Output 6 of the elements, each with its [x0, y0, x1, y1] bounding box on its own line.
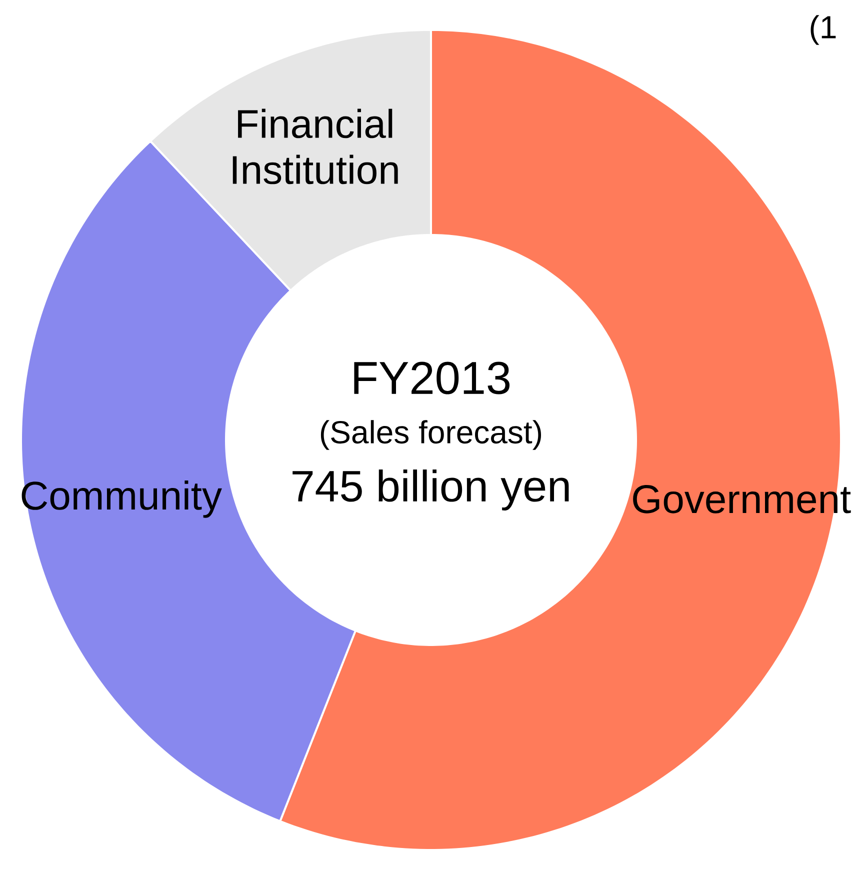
slice-label: Financial Institution — [232, 108, 398, 184]
text: (Sales forecast) — [320, 420, 542, 450]
text: 745 billion yen — [292, 469, 569, 510]
text: FY2013 — [354, 362, 510, 394]
slice-label: Community — [22, 480, 222, 518]
text: (1 — [810, 15, 836, 45]
